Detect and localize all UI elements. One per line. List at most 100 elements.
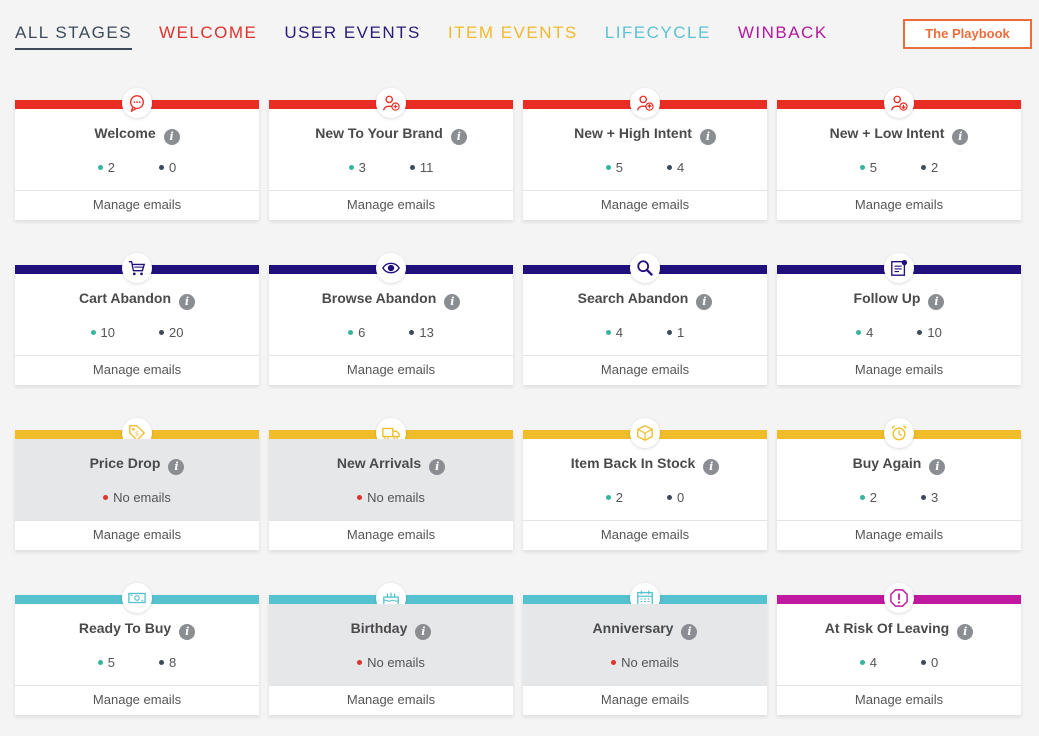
info-icon[interactable]: i — [429, 459, 446, 475]
inactive-count: 0 — [159, 160, 176, 175]
manage-emails-link[interactable]: Manage emails — [15, 355, 259, 385]
info-icon[interactable]: i — [179, 624, 196, 640]
inactive-count: 20 — [159, 325, 183, 340]
inactive-count: 3 — [921, 490, 938, 505]
card-title-label: New To Your Brand — [315, 125, 443, 141]
no-emails-label: No emails — [367, 490, 425, 505]
email-stats: 4 10 — [777, 325, 1021, 340]
info-icon[interactable]: i — [444, 294, 461, 310]
info-icon[interactable]: i — [957, 624, 974, 640]
active-count: 6 — [348, 325, 365, 340]
card-title-label: Cart Abandon — [78, 290, 172, 306]
card-body: Ready To Buy i 5 8 — [15, 604, 259, 685]
info-icon[interactable]: i — [168, 459, 185, 475]
manage-emails-link[interactable]: Manage emails — [269, 190, 513, 220]
info-icon[interactable]: i — [699, 129, 716, 145]
manage-emails-link[interactable]: Manage emails — [523, 520, 767, 550]
active-count: 4 — [605, 325, 623, 340]
active-dot-icon — [605, 330, 611, 335]
tab-lifecycle[interactable]: LIFECYCLE — [604, 23, 711, 42]
no-emails-status: No emails — [357, 655, 425, 670]
card-body: Anniversary i No emails — [523, 604, 767, 685]
info-icon[interactable]: i — [696, 294, 713, 310]
tab-all-stages[interactable]: ALL STAGES — [15, 20, 133, 50]
inactive-dot-icon — [667, 330, 672, 335]
stage-card-cart-abandon: Cart Abandon i 10 20 Manage emails — [15, 253, 259, 385]
active-count: 5 — [605, 160, 623, 175]
card-body: Birthday i No emails — [269, 604, 513, 685]
inactive-count: 2 — [921, 160, 938, 175]
manage-emails-link[interactable]: Manage emails — [777, 190, 1021, 220]
manage-emails-link[interactable]: Manage emails — [777, 520, 1021, 550]
inactive-count: 8 — [159, 655, 176, 670]
card-title-label: Welcome — [94, 125, 156, 141]
active-count-value: 4 — [869, 655, 877, 670]
manage-emails-link[interactable]: Manage emails — [15, 685, 259, 715]
manage-emails-link[interactable]: Manage emails — [777, 355, 1021, 385]
manage-emails-link[interactable]: Manage emails — [777, 685, 1021, 715]
playbook-button[interactable]: The Playbook — [903, 19, 1032, 49]
inactive-dot-icon — [667, 495, 672, 500]
email-stats: 10 20 — [15, 325, 259, 340]
no-emails-status: No emails — [103, 490, 171, 505]
card-body: Follow Up i 4 10 — [777, 274, 1021, 355]
active-count: 2 — [859, 490, 877, 505]
stage-card-item-back-in-stock: Item Back In Stock i 2 0 Manage emails — [523, 418, 767, 550]
manage-emails-link[interactable]: Manage emails — [269, 685, 513, 715]
manage-emails-link[interactable]: Manage emails — [523, 190, 767, 220]
search-icon — [630, 253, 660, 283]
inactive-dot-icon — [159, 660, 164, 665]
manage-emails-link[interactable]: Manage emails — [523, 685, 767, 715]
user-plus-icon — [376, 88, 406, 118]
card-body: New To Your Brand i 3 11 — [269, 109, 513, 190]
card-body: New + Low Intent i 5 2 — [777, 109, 1021, 190]
stage-card-follow-up: Follow Up i 4 10 Manage emails — [777, 253, 1021, 385]
user-down-icon — [884, 88, 914, 118]
tab-item-events[interactable]: ITEM EVENTS — [447, 23, 578, 42]
info-icon[interactable]: i — [703, 459, 720, 475]
manage-emails-link[interactable]: Manage emails — [269, 355, 513, 385]
box-icon — [630, 418, 660, 448]
info-icon[interactable]: i — [415, 624, 432, 640]
card-title-label: Search Abandon — [577, 290, 689, 306]
inactive-dot-icon — [921, 660, 926, 665]
info-icon[interactable]: i — [929, 459, 946, 475]
no-emails-label: No emails — [621, 655, 679, 670]
info-icon[interactable]: i — [928, 294, 945, 310]
active-dot-icon — [97, 660, 103, 665]
card-title: New Arrivals i — [269, 455, 513, 475]
active-count: 2 — [97, 160, 115, 175]
stage-card-new-to-your-brand: New To Your Brand i 3 11 Manage emails — [269, 88, 513, 220]
card-title: Follow Up i — [777, 290, 1021, 310]
tab-welcome[interactable]: WELCOME — [159, 23, 258, 42]
no-emails-status: No emails — [357, 490, 425, 505]
manage-emails-link[interactable]: Manage emails — [15, 190, 259, 220]
stage-tabs: ALL STAGES WELCOME USER EVENTS ITEM EVENTS L… — [15, 20, 855, 50]
active-dot-icon — [605, 495, 611, 500]
card-title-label: Birthday — [350, 620, 408, 636]
card-title-label: New + High Intent — [574, 125, 692, 141]
card-title: New + High Intent i — [523, 125, 767, 145]
info-icon[interactable]: i — [179, 294, 196, 310]
stage-card-birthday: Birthday i No emails Manage emails — [269, 583, 513, 715]
manage-emails-link[interactable]: Manage emails — [523, 355, 767, 385]
active-dot-icon — [348, 330, 354, 335]
info-icon[interactable]: i — [450, 129, 467, 145]
info-icon[interactable]: i — [163, 129, 180, 145]
info-icon[interactable]: i — [681, 624, 698, 640]
info-icon[interactable]: i — [952, 129, 969, 145]
inactive-count-value: 3 — [931, 490, 939, 505]
tab-winback[interactable]: WINBACK — [737, 23, 828, 42]
tab-user-events[interactable]: USER EVENTS — [284, 23, 421, 42]
card-body: Price Drop i No emails — [15, 439, 259, 520]
manage-emails-link[interactable]: Manage emails — [269, 520, 513, 550]
eye-icon — [376, 253, 406, 283]
inactive-count: 0 — [667, 490, 684, 505]
manage-emails-link[interactable]: Manage emails — [15, 520, 259, 550]
inactive-dot-icon — [667, 165, 672, 170]
inactive-count-value: 20 — [169, 325, 184, 340]
card-title: Ready To Buy i — [15, 620, 259, 640]
